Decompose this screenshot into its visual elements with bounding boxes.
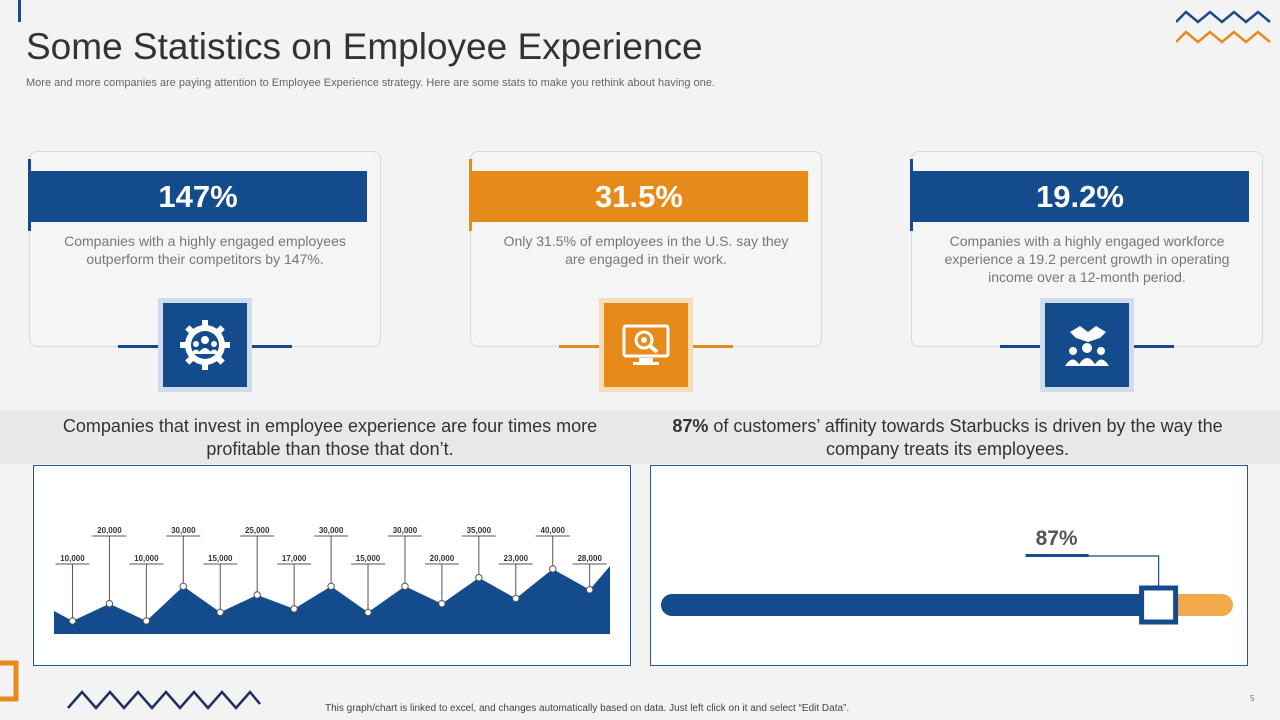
data-point[interactable] — [142, 617, 151, 625]
data-label: 35,000 — [467, 526, 492, 535]
zigzag-decoration-icon — [1176, 10, 1271, 44]
page-title: Some Statistics on Employee Experience — [26, 26, 703, 67]
left-panel-heading: Companies that invest in employee experi… — [62, 416, 598, 459]
progress-leader-line — [1027, 555, 1160, 589]
data-label: 10,000 — [60, 554, 85, 563]
data-label: 20,000 — [430, 554, 455, 563]
stat-banner-3: 19.2% — [911, 171, 1249, 222]
corner-bracket-decoration — [0, 660, 19, 702]
data-label: 20,000 — [97, 526, 122, 535]
stat-banner-2: 31.5% — [470, 171, 808, 222]
affinity-text: of customers’ affinity towards Starbucks… — [708, 416, 1223, 459]
data-point[interactable] — [438, 599, 446, 608]
stat-description-2: Only 31.5% of employees in the U.S. say … — [503, 233, 789, 267]
data-label: 25,000 — [245, 526, 270, 535]
connector-line — [118, 345, 158, 348]
data-point[interactable] — [585, 586, 594, 594]
data-label: 17,000 — [282, 554, 307, 563]
data-label: 23,000 — [504, 554, 529, 563]
stat-description-1: Companies with a highly engaged employee… — [64, 233, 346, 267]
connector-line — [252, 345, 292, 348]
right-panel-heading: 87% of customers’ affinity towards Starb… — [670, 415, 1225, 461]
progress-fill — [661, 594, 1159, 616]
footer-note: This graph/chart is linked to excel, and… — [325, 703, 850, 714]
data-label: 10,000 — [134, 554, 159, 563]
handshake-team-icon — [1040, 298, 1134, 392]
stat-description-3: Companies with a highly engaged workforc… — [944, 233, 1230, 285]
data-point[interactable] — [327, 582, 335, 591]
connector-line — [693, 345, 733, 348]
data-point[interactable] — [253, 591, 261, 599]
connector-line — [1134, 345, 1174, 348]
area-series — [54, 566, 610, 634]
data-label: 30,000 — [171, 526, 196, 535]
data-point[interactable] — [475, 573, 483, 582]
data-point[interactable] — [364, 608, 372, 617]
progress-handle[interactable] — [1139, 585, 1179, 625]
data-point[interactable] — [290, 605, 298, 613]
progress-panel — [650, 465, 1248, 666]
page-number: 5 — [1250, 694, 1255, 703]
affinity-percent: 87% — [672, 416, 709, 436]
connector-line — [559, 345, 599, 348]
progress-label: 87% — [1036, 527, 1078, 550]
area-chart-panel: 10,000 20,000 10,000 30,000 15,000 25,000 17,0… — [33, 465, 631, 666]
area-chart[interactable]: 10,000 20,000 10,000 30,000 15,000 25,000 17,0… — [34, 466, 630, 665]
progress-label-underline — [1025, 554, 1089, 557]
data-point[interactable] — [549, 565, 557, 573]
page-subtitle: More and more companies are paying atten… — [26, 77, 715, 89]
data-label: 40,000 — [541, 526, 566, 535]
data-label: 30,000 — [319, 526, 344, 535]
data-point[interactable] — [68, 617, 77, 625]
gear-people-icon — [158, 298, 252, 392]
monitor-search-icon — [599, 298, 693, 392]
stat-banner-1: 147% — [29, 171, 367, 222]
data-point[interactable] — [105, 599, 114, 608]
data-point[interactable] — [401, 582, 409, 591]
bottom-zigzag-decoration-icon — [67, 690, 261, 710]
connector-line — [1000, 345, 1040, 348]
data-label: 15,000 — [208, 554, 233, 563]
data-point[interactable] — [512, 594, 520, 603]
data-point[interactable] — [216, 608, 224, 617]
statement-band — [0, 410, 1280, 464]
data-point[interactable] — [179, 582, 188, 591]
data-label: 15,000 — [356, 554, 381, 563]
title-accent-bar — [18, 0, 21, 22]
progress-bar: 87% — [661, 527, 1233, 625]
data-label: 28,000 — [577, 554, 602, 563]
data-label: 30,000 — [393, 526, 418, 535]
